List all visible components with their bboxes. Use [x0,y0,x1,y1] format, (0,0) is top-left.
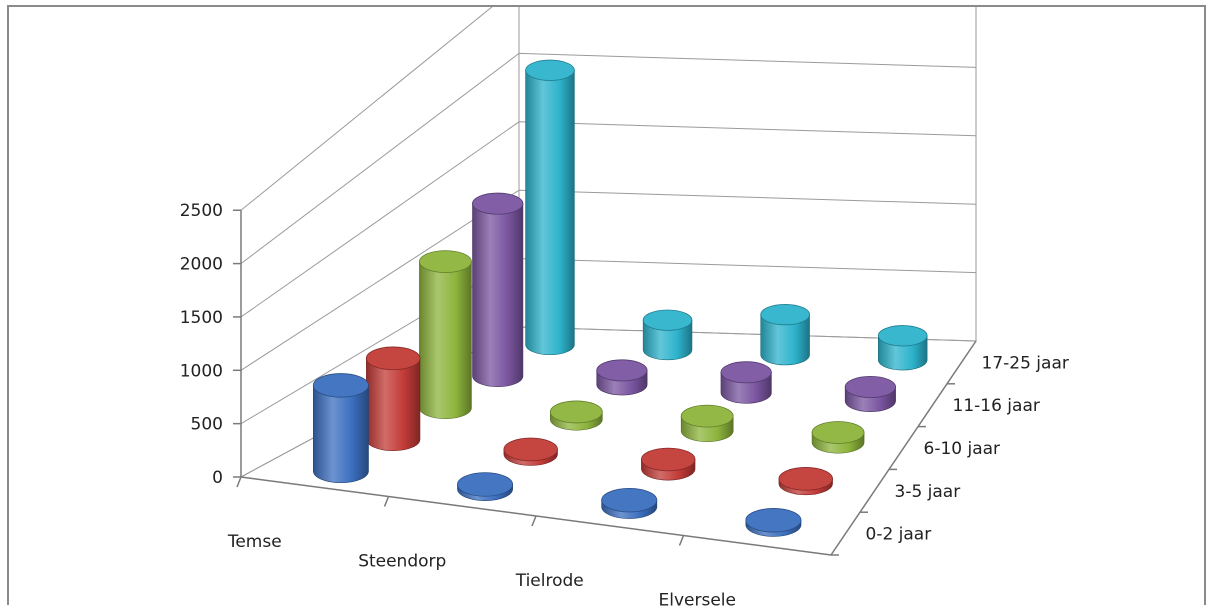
bar-top [365,346,421,371]
bar [745,508,802,537]
bar-top [419,250,472,274]
x-tick-mark [678,535,685,546]
chart-3d-cylinders: 0 500 1000 1500 2000 2500 Temse Steendorp Tielr… [180,7,1069,607]
y-tick-label: 1000 [180,361,223,381]
bar-top [844,375,896,398]
bar-top [472,192,524,215]
bar-body [312,385,369,483]
depth-axis-line [830,340,977,556]
series-label: 3-5 jaar [895,482,961,502]
bar [312,373,369,483]
bar-top [312,373,369,398]
y-tick-label: 2500 [180,201,223,221]
bar [419,250,472,420]
x-category-label: Tielrode [515,571,584,591]
bar [472,192,524,387]
bar-top [525,59,575,81]
bar-body [760,314,810,366]
bar [760,304,810,366]
bar-top [760,304,810,326]
chart-bars [312,59,928,537]
chart-frame: 0 500 1000 1500 2000 2500 Temse Steendorp Tielr… [7,5,1206,607]
bar [457,472,514,501]
x-tick-mark [383,496,390,507]
gridline [240,7,493,211]
bar-body [642,319,693,361]
bar-top [811,421,865,444]
x-category-label: Elversele [659,590,736,607]
bar [778,467,833,496]
gridline [240,121,977,318]
bar-top [745,508,802,533]
bar-top [778,467,833,491]
y-tick-label: 0 [212,468,223,488]
bar [596,359,648,396]
gridline [240,52,977,264]
series-label: 11-16 jaar [953,396,1040,416]
bar-body [419,261,472,420]
x-tick-mark [531,515,537,527]
bar-body [525,69,575,356]
y-tick-label: 2000 [180,255,223,275]
x-category-label: Steendorp [358,551,446,571]
depth-axis-series: 0-2 jaar 3-5 jaar 6-10 jaar 11-16 jaar 17-25… [831,353,1069,556]
y-axis-ticks: 0 500 1000 1500 2000 2500 [180,201,241,488]
bar [641,447,696,481]
bar [877,325,928,371]
x-tick-mark [236,476,242,488]
bar-top [680,404,734,428]
bar-top [457,472,514,497]
bar-body [472,203,524,387]
gridline [240,189,977,371]
bar [601,487,658,519]
series-label: 0-2 jaar [866,525,932,545]
bar [680,404,734,443]
bar [844,375,896,412]
bar-top [549,400,603,424]
bar [503,437,558,466]
bar-top [720,361,772,384]
bar [642,309,693,361]
bar-top [503,437,558,462]
series-label: 17-25 jaar [982,353,1069,373]
bar-top [642,309,693,331]
y-tick-label: 500 [191,415,223,435]
bar-top [641,447,696,472]
bar-top [601,487,658,513]
bar [365,346,421,452]
y-tick-label: 1500 [180,308,223,328]
bar [811,421,865,454]
bar-body [366,358,421,452]
bar [720,361,772,404]
series-label: 6-10 jaar [924,439,1001,459]
x-category-label: Temse [227,532,282,552]
bar [525,59,575,356]
bar-top [877,325,928,347]
bar [549,400,603,431]
bar-top [596,359,648,382]
